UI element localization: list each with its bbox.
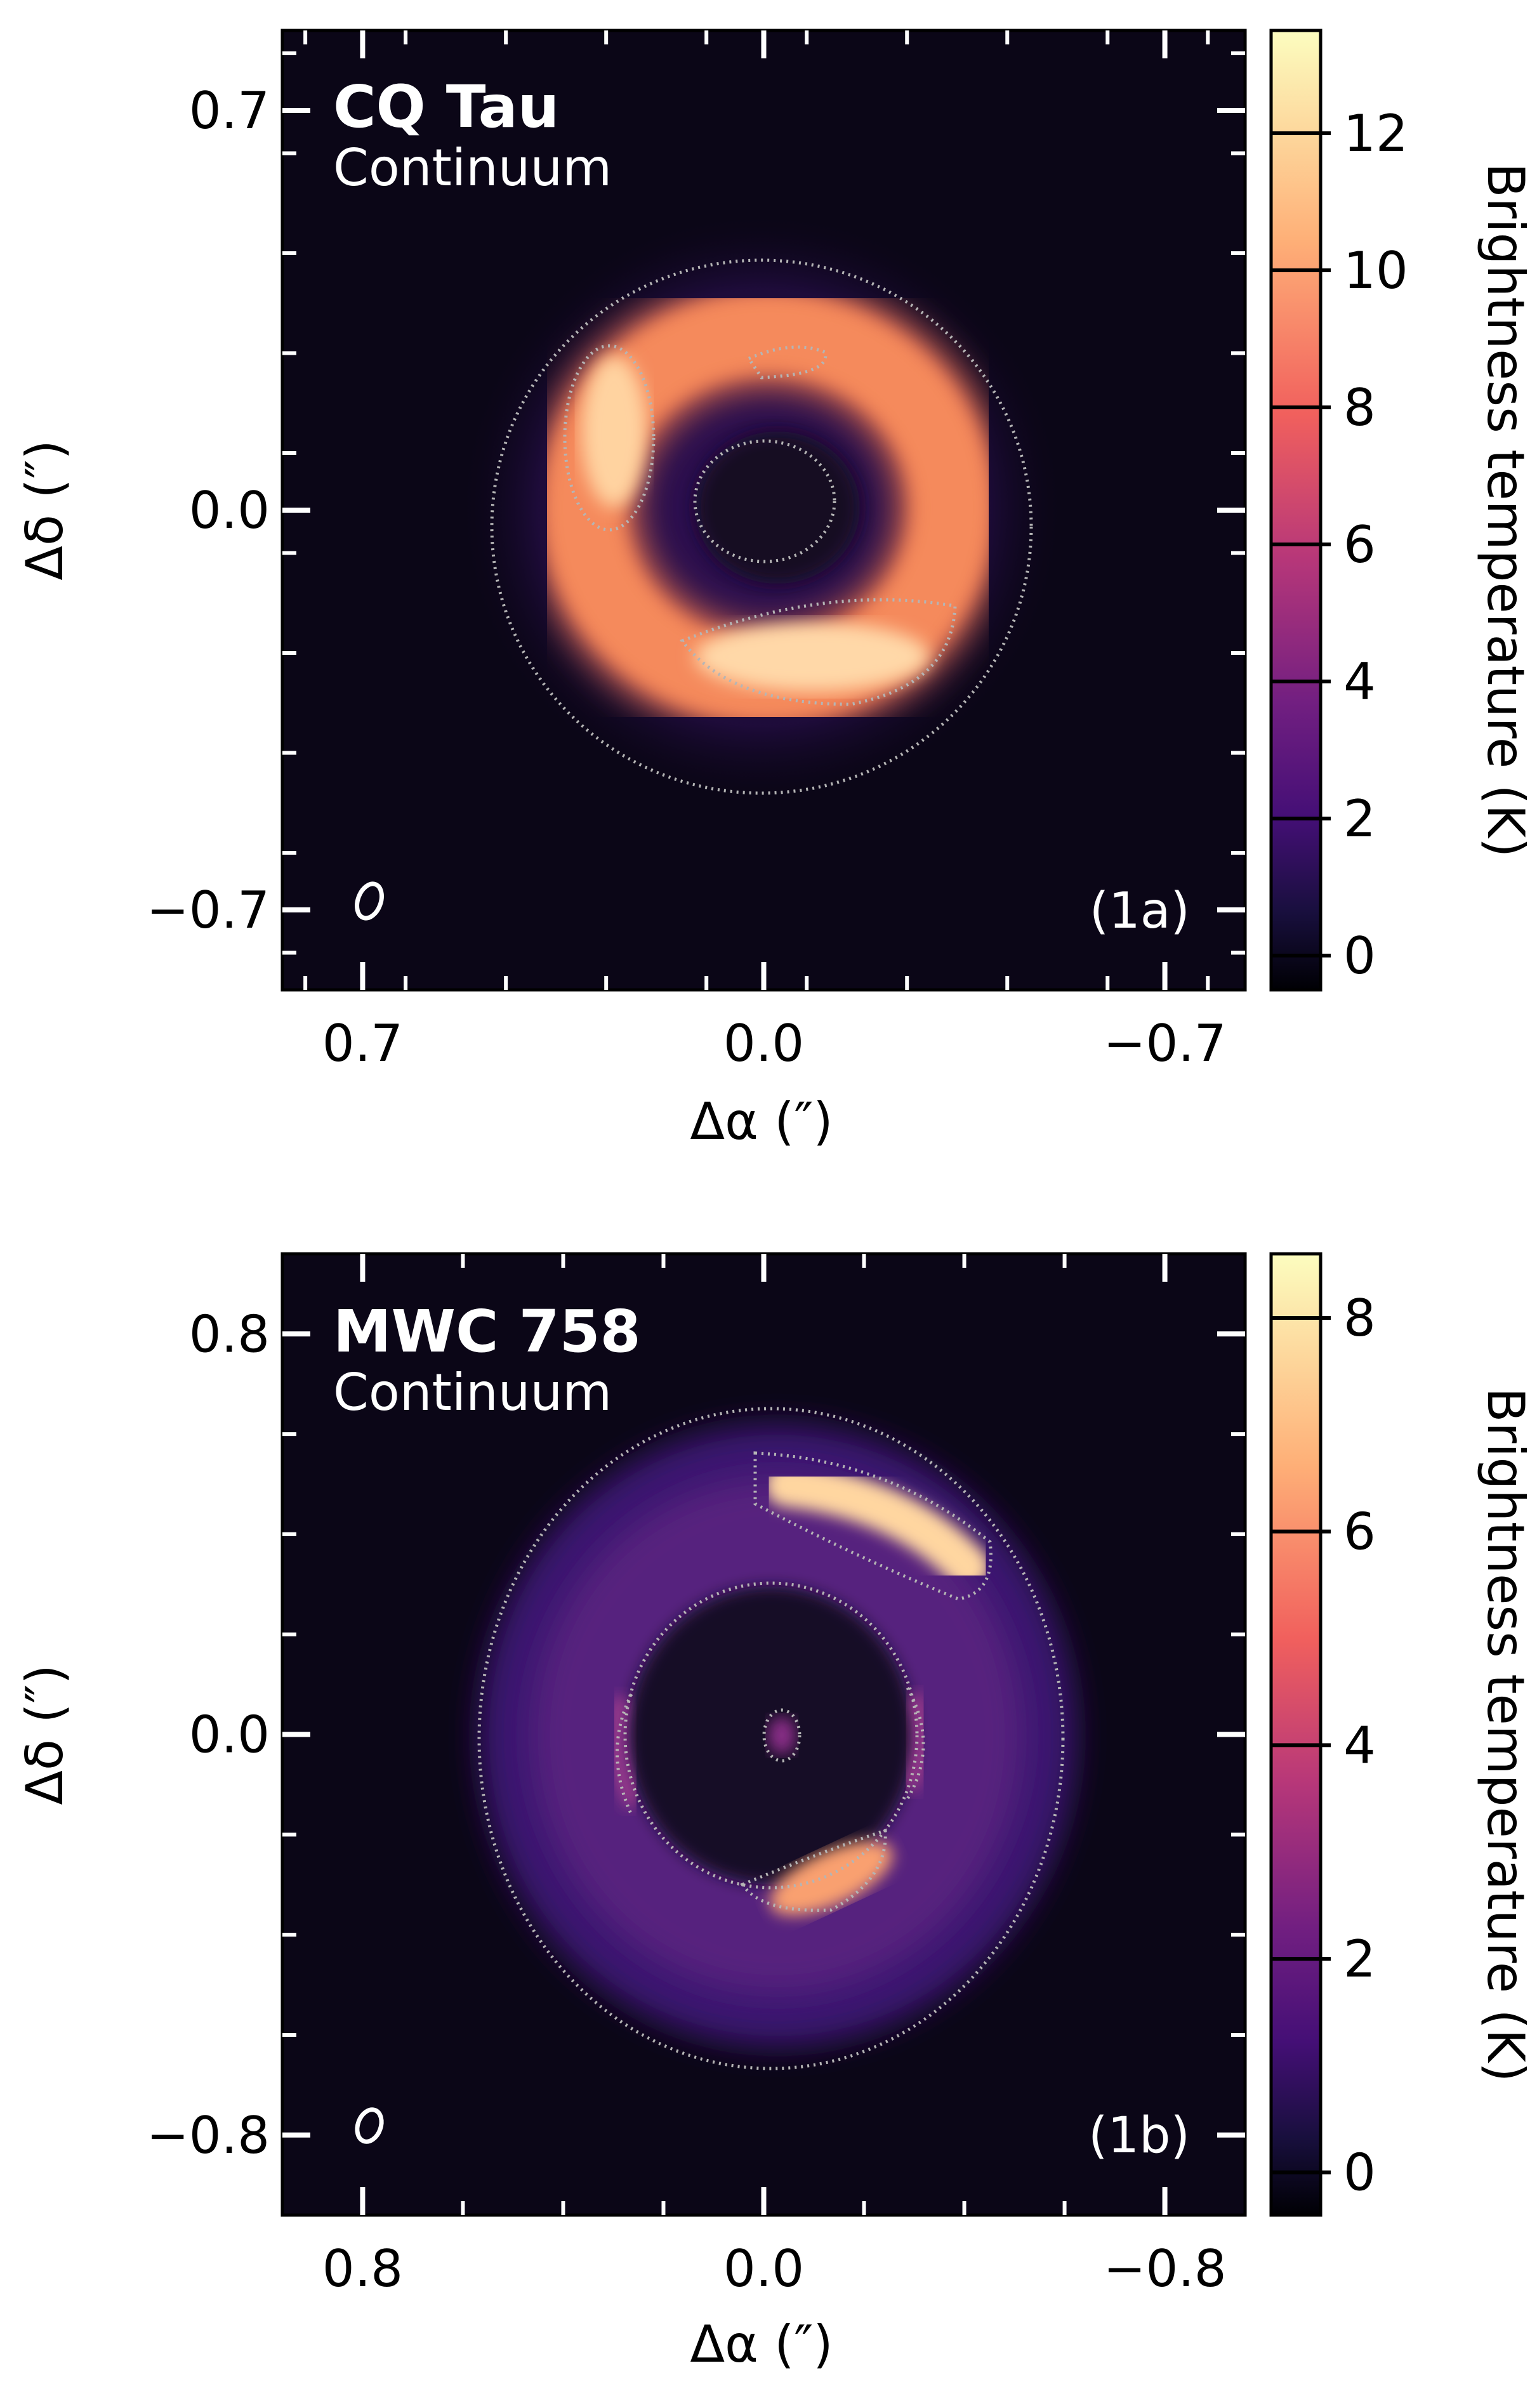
bright-arc-south [770,1841,893,1916]
colorbar-tick-label: 4 [1343,652,1376,711]
colorbar [1269,1252,1323,2217]
y-tick-label: 0.0 [189,481,270,540]
x-tick-label: −0.8 [1103,2239,1226,2298]
y-tick-label: 0.0 [189,1706,270,1765]
x-tick-label: 0.7 [322,1014,403,1073]
colorbar-tick-label: 10 [1343,241,1408,300]
target-name: MWC 758 [333,1298,641,1365]
colorbar-tick-label: 4 [1343,1716,1376,1775]
colorbar-tick-label: 8 [1343,1289,1376,1348]
panel-label: (1a) [1090,883,1190,940]
x-axis-label: Δα (″) [690,2315,833,2374]
x-tick-label: −0.7 [1103,1014,1226,1073]
beam-ellipse [355,881,384,921]
colorbar-tick-label: 6 [1343,1503,1376,1562]
colorbar-label: Brightness temperature (K) [1476,1388,1535,2082]
inner-cavity [695,431,860,584]
bright-arc-south [695,622,930,692]
colorbar-tick-label: 0 [1343,926,1376,985]
colorbar-tick-label: 6 [1343,515,1376,574]
image-mwc-758 [282,1254,1245,2215]
colorbar-tick-label: 12 [1343,104,1408,163]
x-tick-label: 0.8 [322,2239,403,2298]
bright-arc-north-west [765,1463,990,1589]
y-tick-label: −0.7 [147,881,270,940]
central-source [768,1716,796,1754]
colorbar-label: Brightness temperature (K) [1476,163,1535,858]
panel-label: (1b) [1088,2107,1190,2164]
y-tick-label: 0.8 [189,1305,270,1364]
beam-ellipse [355,2107,384,2144]
subtitle: Continuum [333,138,612,197]
colorbar-tick-label: 2 [1343,789,1376,848]
colorbar-tick-label: 0 [1343,2143,1376,2202]
colorbar-tick-label: 8 [1343,378,1376,437]
x-axis-label: Δα (″) [690,1092,833,1151]
target-name: CQ Tau [333,73,559,141]
y-tick-label: 0.7 [189,81,270,140]
contours [490,258,1033,795]
y-axis-label: Δδ (″) [15,440,74,580]
x-tick-label: 0.0 [723,1014,804,1073]
panel-mwc-758: MWC 758 Continuum (1b) 0.8 0.0 −0.8 0.8 0.0 −… [0,1225,1537,2405]
x-tick-label: 0.0 [723,2239,804,2298]
y-tick-label: −0.8 [147,2106,270,2165]
image-cq-tau [282,30,1245,990]
colorbar-tick-label: 2 [1343,1930,1376,1989]
subtitle: Continuum [333,1363,612,1422]
panel-cq-tau: CQ Tau Continuum (1a) 0.7 0.0 −0.7 0.7 0.0 −0… [0,0,1537,1202]
colorbar [1269,29,1323,992]
bright-arc-east [581,355,647,508]
contours [477,1407,1065,2070]
y-axis-label: Δδ (″) [15,1664,74,1805]
